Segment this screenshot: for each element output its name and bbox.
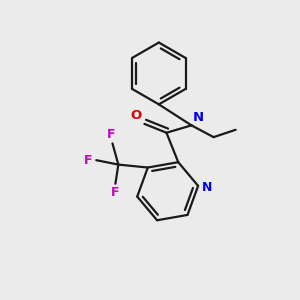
Text: O: O [131, 110, 142, 122]
Text: F: F [107, 128, 116, 141]
Text: F: F [84, 154, 93, 167]
Text: N: N [202, 181, 213, 194]
Text: F: F [111, 186, 119, 199]
Text: N: N [193, 111, 204, 124]
